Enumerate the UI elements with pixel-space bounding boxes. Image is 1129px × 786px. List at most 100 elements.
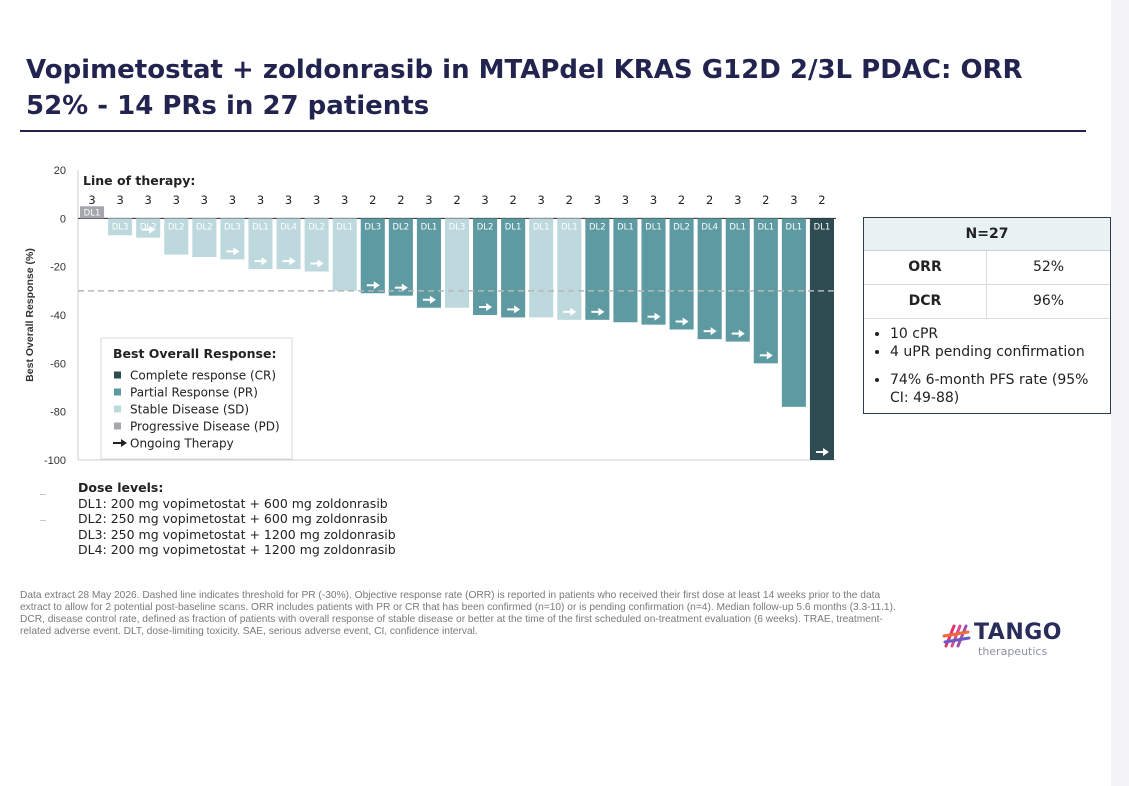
decorative-tick xyxy=(40,494,46,495)
bar xyxy=(164,218,189,255)
line-of-therapy-value: 2 xyxy=(762,193,769,207)
summary-table: N=27 ORR 52% DCR 96% 10 cPR 4 uPR pendin… xyxy=(863,217,1111,414)
summary-bullet: 4 uPR pending confirmation xyxy=(890,343,1102,361)
bar xyxy=(360,218,385,294)
line-of-therapy-value: 3 xyxy=(790,193,797,207)
bar xyxy=(388,218,413,296)
y-tick-label: 20 xyxy=(54,165,66,177)
ongoing-arrow-icon xyxy=(563,307,577,316)
ongoing-arrow-icon xyxy=(142,225,156,234)
summary-bullet: 74% 6-month PFS rate (95% CI: 49-88) xyxy=(890,371,1102,407)
line-of-therapy-value: 3 xyxy=(116,193,123,207)
dose-level-label: DL1 xyxy=(617,222,634,232)
ongoing-arrow-icon xyxy=(254,257,268,266)
dose-level-label: DL2 xyxy=(140,222,157,232)
line-of-therapy-value: 3 xyxy=(425,193,432,207)
y-tick-label: -40 xyxy=(50,310,66,322)
bar xyxy=(809,218,834,460)
line-of-therapy-value: 3 xyxy=(229,193,236,207)
y-axis-title: Best Overall Response (%) xyxy=(24,248,36,382)
dose-level-label: DL1 xyxy=(505,222,522,232)
line-of-therapy-value: 3 xyxy=(88,193,95,207)
dose-level-label: DL1 xyxy=(757,222,774,232)
line-of-therapy-value: 2 xyxy=(566,193,573,207)
legend-swatch xyxy=(114,405,121,413)
y-tick-label: -20 xyxy=(50,262,66,274)
dose-level-label: DL2 xyxy=(168,222,185,232)
dose-level-label: DL4 xyxy=(280,222,297,232)
ongoing-arrow-icon xyxy=(422,295,436,304)
dose-level-label: DL2 xyxy=(393,222,410,232)
legend-swatch xyxy=(114,422,121,430)
bar xyxy=(557,218,582,320)
ongoing-arrow-icon xyxy=(507,305,521,314)
dose-level-label: DL3 xyxy=(112,222,129,232)
ongoing-arrow-icon xyxy=(366,281,380,290)
decorative-tick xyxy=(40,520,46,521)
line-of-therapy-value: 3 xyxy=(201,193,208,207)
waterfall-chart: 20 0 -20 -40 -60 -80 -100 Best Overall Response… xyxy=(24,165,836,467)
ongoing-arrow-icon xyxy=(647,312,661,321)
dose-level-label: DL1 xyxy=(814,222,831,232)
line-of-therapy-value: 3 xyxy=(650,193,657,207)
dose-level-label: DL2 xyxy=(673,222,690,232)
dose-level-label: DL1 xyxy=(533,222,550,232)
bar xyxy=(108,218,133,236)
y-tick-label: 0 xyxy=(60,213,66,225)
line-of-therapy-value: 3 xyxy=(594,193,601,207)
dose-level-label: DL4 xyxy=(701,222,718,232)
bar xyxy=(725,218,750,342)
dose-levels-title: Dose levels: xyxy=(78,480,164,495)
title-divider xyxy=(20,130,1086,132)
line-of-therapy-value: 2 xyxy=(678,193,685,207)
legend-label: Stable Disease (SD) xyxy=(130,403,249,417)
bar xyxy=(220,218,245,260)
dose-level-label: DL1 xyxy=(561,222,578,232)
dose-level-item: DL4: 200 mg vopimetostat + 1200 mg zoldo… xyxy=(78,542,396,557)
ongoing-arrow-icon xyxy=(226,247,240,256)
bar xyxy=(669,218,694,330)
line-of-therapy-value: 2 xyxy=(818,193,825,207)
logo-name: TANGO xyxy=(974,620,1062,645)
dose-level-label: DL1 xyxy=(84,208,101,218)
line-of-therapy-value: 2 xyxy=(509,193,516,207)
ongoing-arrow-icon xyxy=(759,351,773,360)
line-of-therapy-value: 3 xyxy=(341,193,348,207)
dose-level-label: DL1 xyxy=(336,222,353,232)
line-of-therapy-value: 2 xyxy=(397,193,404,207)
line-of-therapy-value: 3 xyxy=(257,193,264,207)
line-of-therapy-value: 2 xyxy=(706,193,713,207)
tango-logo: TANGO therapeutics xyxy=(942,620,1082,662)
ongoing-arrow-icon xyxy=(282,257,296,266)
dose-level-label: DL1 xyxy=(786,222,803,232)
bar xyxy=(781,218,806,407)
dose-levels: Dose levels: DL1: 200 mg vopimetostat + … xyxy=(78,480,396,558)
ongoing-arrow-icon xyxy=(479,303,493,311)
line-of-therapy-value: 2 xyxy=(453,193,460,207)
bar xyxy=(80,206,105,219)
logo-subtitle: therapeutics xyxy=(978,645,1048,658)
ongoing-arrow-icon xyxy=(731,329,745,338)
bar xyxy=(613,218,638,323)
dose-level-label: DL1 xyxy=(645,222,662,232)
line-of-therapy-value: 3 xyxy=(285,193,292,207)
dose-level-item: DL1: 200 mg vopimetostat + 600 mg zoldon… xyxy=(78,495,388,511)
line-of-therapy-value: 3 xyxy=(145,193,152,207)
line-of-therapy-value: 3 xyxy=(538,193,545,207)
dose-level-label: DL3 xyxy=(224,222,241,232)
ongoing-arrow-icon xyxy=(310,259,324,268)
line-of-therapy-value: 3 xyxy=(622,193,629,207)
dose-level-label: DL1 xyxy=(421,222,438,232)
dose-level-label: DL1 xyxy=(252,222,269,232)
ongoing-arrow-icon xyxy=(394,283,408,292)
bar xyxy=(136,218,161,238)
summary-bullets: 10 cPR 4 uPR pending confirmation 74% 6-… xyxy=(864,319,1110,413)
bar xyxy=(501,218,526,318)
dose-level-label: DL3 xyxy=(449,222,466,232)
line-of-therapy-value: 2 xyxy=(369,193,376,207)
legend-swatch xyxy=(114,388,121,396)
bar xyxy=(697,218,722,340)
line-of-therapy-value: 3 xyxy=(313,193,320,207)
dose-level-label: DL2 xyxy=(308,222,325,232)
legend-arrow-head xyxy=(121,439,127,447)
